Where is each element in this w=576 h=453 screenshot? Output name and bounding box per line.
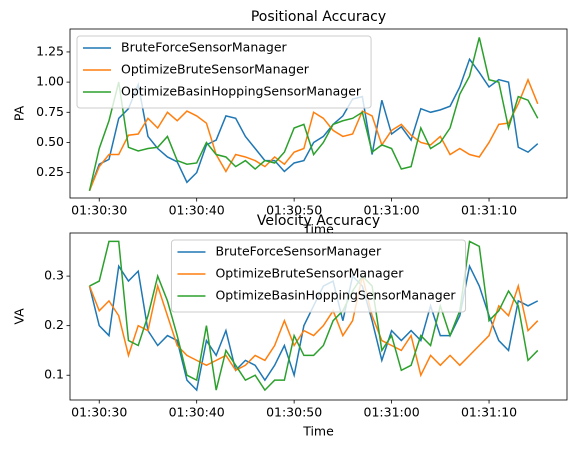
y-tick-label: 0.75 (36, 104, 64, 119)
x-tick-label: 01:31:10 (461, 203, 517, 218)
x-tick-label: 01:30:30 (71, 405, 127, 420)
legend: BruteForceSensorManager OptimizeBruteSens… (76, 35, 372, 109)
legend-label: OptimizeBruteSensorManager (121, 62, 310, 77)
legend-label: OptimizeBasinHoppingSensorManager (121, 84, 362, 99)
x-tick-label: 01:30:30 (71, 203, 127, 218)
chart-title: Velocity Accuracy (257, 213, 380, 229)
x-tick-label: 01:30:50 (266, 203, 322, 218)
chart-title: Positional Accuracy (251, 9, 386, 25)
legend-label: OptimizeBruteSensorManager (215, 266, 404, 281)
legend-label: BruteForceSensorManager (215, 244, 382, 259)
y-tick-label: 0.1 (44, 367, 64, 382)
legend-frame (76, 35, 372, 109)
y-tick-label: 1.25 (36, 43, 64, 58)
x-tick-label: 01:31:00 (364, 405, 420, 420)
x-tick-label: 01:31:00 (364, 203, 420, 218)
x-tick-label: 01:31:10 (461, 405, 517, 420)
x-tick-label: 01:30:50 (266, 405, 322, 420)
series-line (88, 57, 539, 192)
series-line (88, 37, 539, 191)
legend-label: BruteForceSensorManager (121, 40, 288, 55)
y-tick-label: 1.00 (36, 74, 64, 89)
series-line (88, 275, 539, 378)
x-axis-label: Time (302, 424, 334, 439)
legend: BruteForceSensorManager OptimizeBruteSens… (170, 239, 467, 313)
axes-frame (69, 28, 568, 199)
legend-frame (170, 239, 467, 313)
x-tick-label: 01:30:40 (169, 203, 225, 218)
x-tick-label: 01:30:40 (169, 405, 225, 420)
y-axis-label: VA (12, 308, 27, 325)
y-tick-label: 0.3 (44, 268, 64, 283)
y-tick-label: 0.25 (36, 164, 64, 179)
y-axis-label: PA (12, 105, 27, 121)
legend-label: OptimizeBasinHoppingSensorManager (215, 288, 456, 303)
axes-frame (69, 232, 568, 401)
series-line (88, 77, 539, 192)
y-tick-label: 0.2 (44, 317, 64, 332)
y-tick-label: 0.50 (36, 134, 64, 149)
